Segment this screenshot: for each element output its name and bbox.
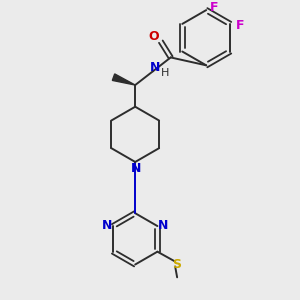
Text: O: O	[148, 30, 159, 43]
Text: N: N	[131, 162, 141, 176]
Polygon shape	[112, 74, 135, 85]
Text: N: N	[150, 61, 160, 74]
Text: S: S	[172, 258, 181, 271]
Text: F: F	[210, 1, 218, 13]
Text: N: N	[158, 219, 169, 232]
Text: H: H	[160, 68, 169, 78]
Text: F: F	[236, 20, 244, 32]
Text: N: N	[102, 219, 112, 232]
